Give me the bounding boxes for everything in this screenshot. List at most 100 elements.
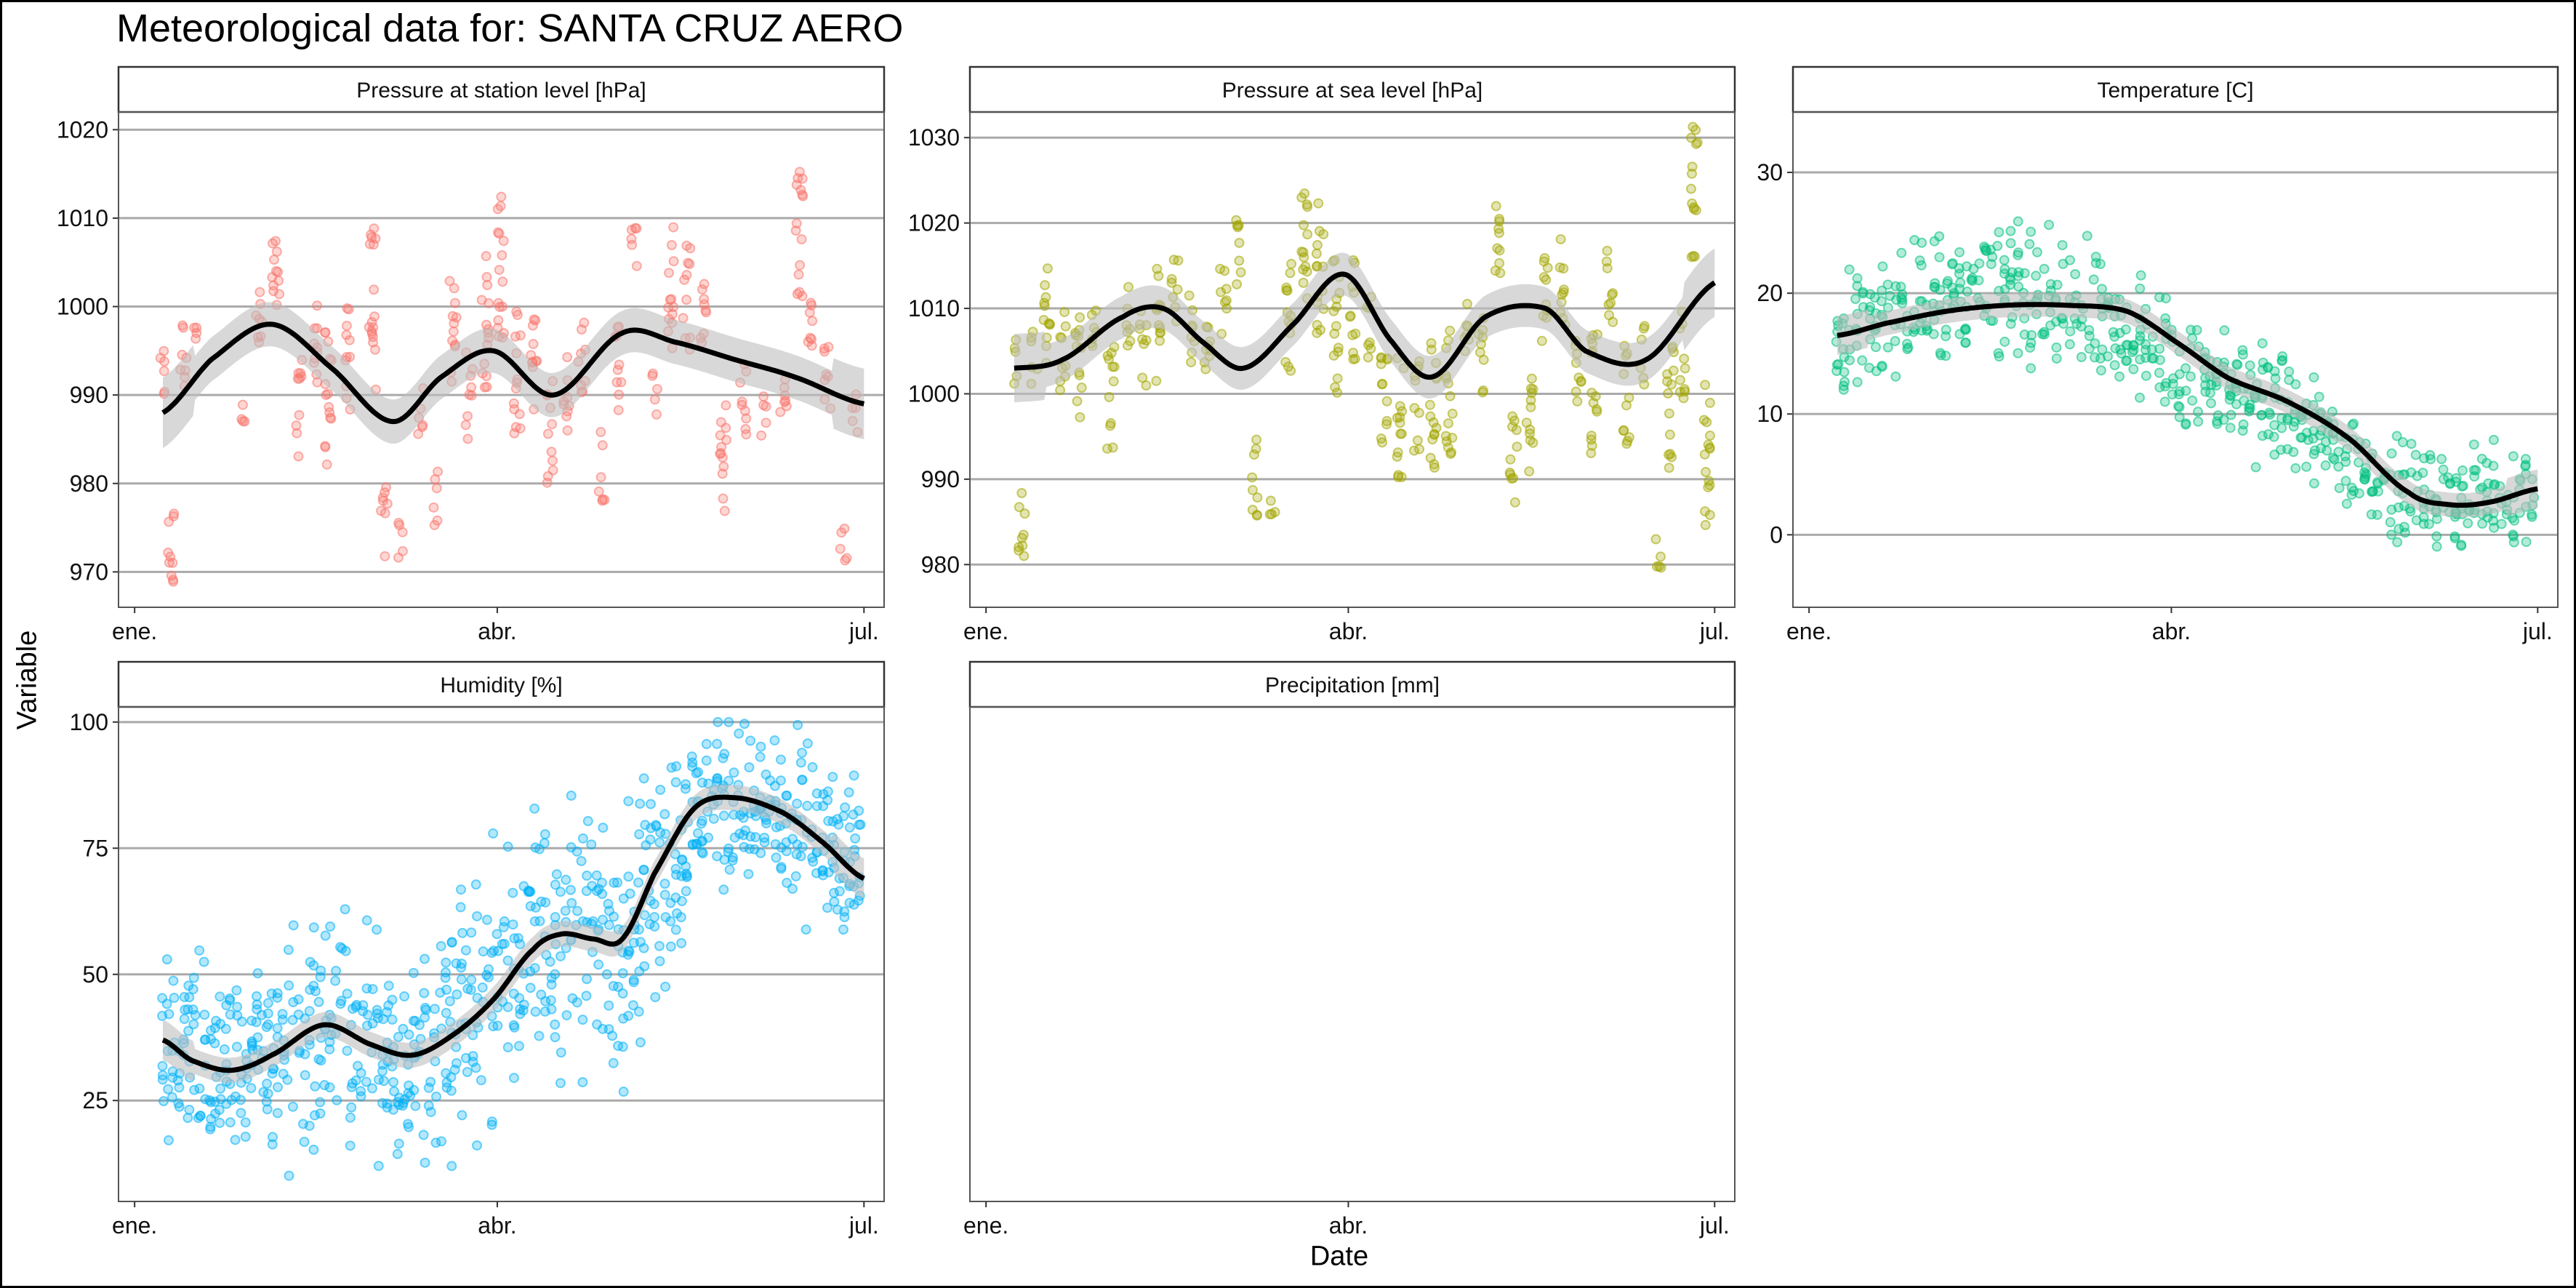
data-point [466,927,477,938]
data-point [214,1104,225,1115]
data-point [2026,329,2037,340]
data-point [603,1000,614,1011]
data-point [724,864,735,875]
data-point [419,988,430,999]
data-point [1586,448,1597,459]
data-point [1850,293,1861,304]
data-point [654,940,665,951]
data-point [1301,199,1312,210]
data-point [1395,401,1405,412]
data-point [1184,290,1195,301]
data-point [555,951,566,961]
data-point [827,772,838,783]
data-point [1312,240,1323,251]
data-point [1690,138,1701,149]
data-point [163,1135,174,1145]
data-point [1018,529,1029,540]
data-point [607,1031,618,1041]
x-tick-label: abr. [2152,618,2191,644]
data-point [756,430,767,441]
data-point [1680,363,1690,374]
data-point [745,735,756,746]
data-point [284,980,294,991]
data-point [441,1007,452,1018]
data-point [2334,483,2345,494]
data-point [159,1096,169,1107]
data-point [236,1016,247,1027]
data-point [1151,375,1162,386]
data-point [2244,403,2255,414]
data-point [157,1074,168,1085]
data-point [737,396,747,407]
facet-panel-4: Humidity [%] 25 50 75 100 ene. abr. jul. [70,660,886,1239]
data-point [649,921,660,932]
data-point [1395,412,1405,423]
data-point [472,1140,483,1151]
data-point [308,960,319,971]
data-point [659,809,670,820]
data-point [1993,348,2004,359]
data-point [545,995,556,1006]
data-point [836,527,847,538]
data-point [718,493,729,504]
data-point [188,1019,199,1030]
data-point [1618,425,1629,436]
data-point [1251,444,1261,455]
data-point [796,234,807,245]
data-point [236,1108,246,1119]
data-point [308,1144,319,1155]
data-point [523,885,534,896]
data-point [508,1073,519,1084]
data-point [2277,351,2288,362]
data-point [166,1092,177,1103]
data-point [502,1042,513,1053]
data-point [2084,330,2095,341]
data-point [404,1029,414,1040]
data-point [1104,391,1115,402]
data-point [356,1068,366,1079]
data-point [666,240,677,251]
data-point [321,390,332,401]
data-point [159,366,169,377]
data-point [1999,336,2010,347]
data-point [2044,220,2055,231]
data-point [750,832,761,843]
data-point [2508,537,2519,548]
data-point [267,1139,278,1150]
data-point [790,871,801,881]
data-point [844,822,855,833]
data-point [699,299,710,310]
data-point [1248,449,1259,460]
data-point [404,1121,414,1132]
data-point [545,956,555,967]
data-point [623,871,634,882]
data-point [633,877,644,888]
data-point [550,969,561,980]
data-point [715,417,726,428]
data-point [2372,509,2383,520]
data-point [324,1044,335,1055]
data-point [283,945,294,956]
data-point [393,1031,404,1042]
data-point [2468,439,2479,450]
data-point [2438,464,2449,475]
data-point [214,991,225,1002]
data-point [2284,366,2295,377]
data-point [801,924,811,935]
data-point [530,315,541,326]
data-point [1477,387,1488,398]
data-point [822,786,833,797]
data-point [1877,361,1887,372]
data-point [729,767,739,778]
data-point [1311,248,1322,259]
data-point [1040,280,1051,291]
data-point [491,929,502,940]
data-point [1137,372,1148,383]
data-point [2013,216,2023,227]
data-point [1376,352,1387,363]
data-point [2431,541,2442,552]
data-point [635,1037,646,1048]
data-point [1234,237,1245,248]
x-tick-label: abr. [1329,618,1368,644]
data-point [603,919,614,930]
